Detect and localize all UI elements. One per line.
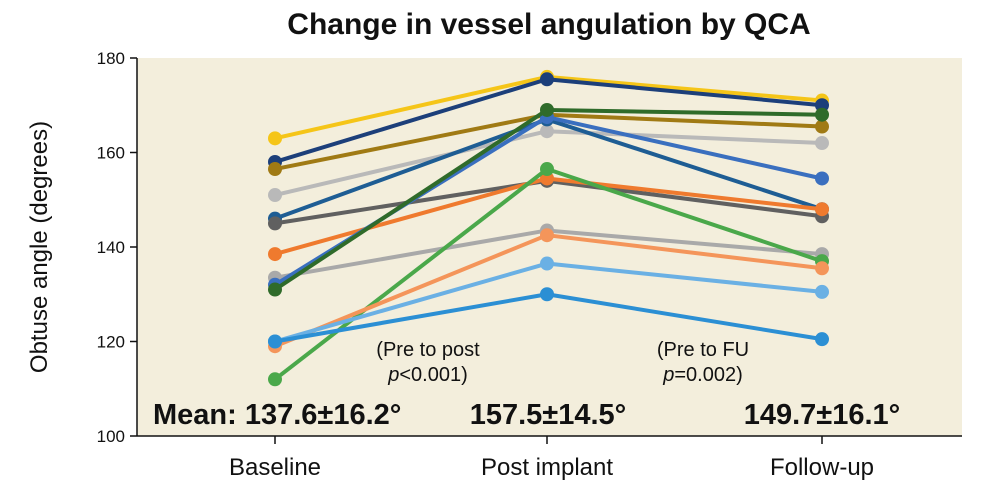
y-tick-label: 160 [97,144,125,163]
x-category-label: Post implant [481,454,613,481]
data-point [815,107,829,122]
data-point [540,72,554,87]
y-tick-label: 180 [97,49,125,68]
data-point [540,256,554,271]
x-category-label: Baseline [229,454,321,481]
pre-post-annotation-line1: (Pre to post [376,339,480,361]
data-point [815,284,829,299]
mean-post-implant: 157.5±14.5° [470,399,627,431]
annotations: (Pre to post p<0.001) (Pre to FU p=0.002… [376,339,749,386]
data-point [268,131,282,146]
chart-title: Change in vessel angulation by QCA [287,8,810,41]
pre-fu-p-symbol: p [662,364,674,386]
pre-fu-p-value: =0.002) [674,364,742,386]
data-point [815,119,829,134]
series-4 [268,124,829,203]
series-layer [268,69,829,387]
mean-baseline: Mean: 137.6±16.2° [153,399,401,431]
data-point [815,136,829,151]
data-point [268,282,282,297]
data-point [540,102,554,117]
series-14 [268,287,829,349]
y-tick-label: 120 [97,333,125,352]
x-category-label: Follow-up [770,454,874,481]
y-tick-label: 140 [97,238,125,257]
data-point [815,261,829,276]
data-point [268,188,282,203]
data-point [540,162,554,177]
pre-post-p-value: <0.001) [399,364,467,386]
data-point [540,287,554,302]
data-point [540,228,554,243]
pre-fu-annotation-line2: p=0.002) [662,364,743,386]
series-10 [268,102,829,297]
data-point [268,372,282,387]
data-point [268,334,282,349]
pre-post-annotation-line2: p<0.001) [387,364,468,386]
pre-post-p-symbol: p [387,364,399,386]
data-point [815,171,829,186]
mean-values: Mean: 137.6±16.2° 157.5±14.5° 149.7±16.1… [153,399,900,431]
data-point [540,124,554,139]
data-point [268,247,282,262]
y-tick-label: 100 [97,427,125,446]
mean-follow-up: 149.7±16.1° [744,399,901,431]
pre-fu-annotation-line1: (Pre to FU [657,339,749,361]
data-point [815,202,829,217]
data-point [268,162,282,177]
axes: 100 120 140 160 180 Baseline Post implant Follo… [97,49,962,481]
y-axis-label: Obtuse angle (degrees) [26,121,53,373]
data-point [268,216,282,231]
data-point [815,332,829,347]
